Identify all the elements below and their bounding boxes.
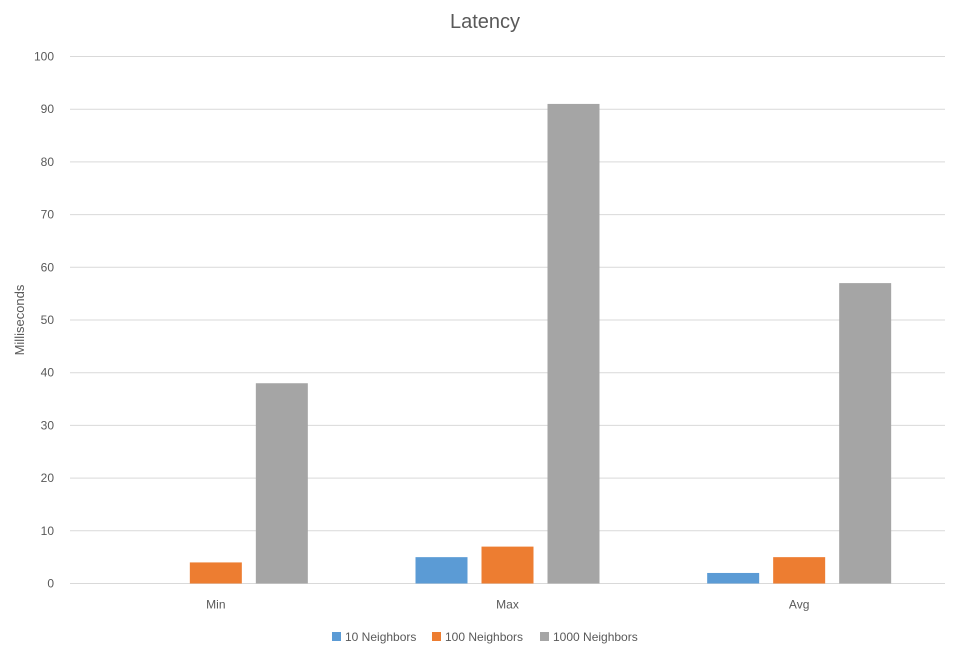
y-tick-label: 10: [41, 524, 55, 538]
bar: [547, 103, 600, 584]
y-tick-label: 100: [34, 50, 54, 64]
bar: [255, 383, 308, 584]
bar: [189, 562, 242, 584]
y-axis-label: Milliseconds: [12, 284, 27, 355]
y-tick-label: 0: [47, 577, 54, 591]
legend-label: 100 Neighbors: [445, 630, 523, 644]
bar: [707, 572, 760, 584]
y-axis-ticks: 0 10 20 30 40 50 60 70 80 90 100: [34, 50, 54, 591]
y-tick-label: 70: [41, 208, 55, 222]
x-category-label: Min: [206, 598, 225, 612]
legend: 10 Neighbors 100 Neighbors 1000 Neighbors: [332, 630, 638, 644]
legend-label: 10 Neighbors: [345, 630, 416, 644]
legend-swatch: [332, 632, 341, 641]
x-category-label: Avg: [789, 598, 809, 612]
y-tick-label: 90: [41, 102, 55, 116]
bar: [415, 557, 468, 584]
legend-swatch: [540, 632, 549, 641]
legend-label: 1000 Neighbors: [553, 630, 638, 644]
y-tick-label: 50: [41, 313, 55, 327]
bars: [189, 103, 892, 584]
x-axis-categories: Min Max Avg: [206, 598, 809, 612]
bar: [839, 283, 892, 584]
chart-title: Latency: [450, 11, 520, 33]
y-tick-label: 20: [41, 471, 55, 485]
bar: [481, 546, 534, 584]
x-category-label: Max: [496, 598, 519, 612]
gridlines: [70, 56, 945, 584]
y-tick-label: 40: [41, 366, 55, 380]
y-tick-label: 80: [41, 155, 55, 169]
bar: [773, 557, 826, 584]
legend-swatch: [432, 632, 441, 641]
y-tick-label: 60: [41, 260, 55, 274]
y-tick-label: 30: [41, 418, 55, 432]
